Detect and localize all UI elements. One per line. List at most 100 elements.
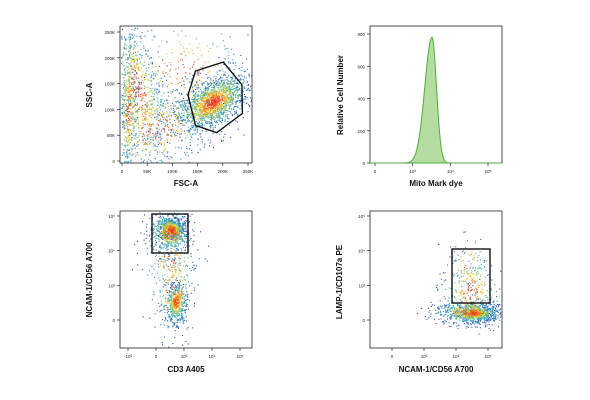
scatter-point: [164, 149, 166, 151]
scatter-point: [184, 223, 186, 225]
scatter-point: [157, 263, 159, 265]
scatter-point: [205, 104, 207, 106]
scatter-point: [209, 95, 211, 97]
scatter-point: [213, 91, 215, 93]
scatter-point: [172, 273, 174, 275]
scatter-point: [131, 90, 133, 92]
scatter-point: [177, 126, 179, 128]
scatter-point: [215, 95, 217, 97]
scatter-point: [218, 102, 220, 104]
scatter-point: [175, 228, 177, 230]
scatter-point: [124, 108, 126, 110]
scatter-point: [128, 120, 130, 122]
scatter-point: [161, 138, 163, 140]
scatter-point: [175, 114, 177, 116]
scatter-point: [176, 298, 178, 300]
scatter-point: [193, 64, 195, 66]
scatter-point: [154, 133, 156, 135]
scatter-point: [145, 123, 147, 125]
scatter-point: [131, 122, 133, 124]
scatter-point: [122, 98, 124, 100]
scatter-point: [132, 96, 134, 98]
scatter-point: [222, 102, 224, 104]
scatter-point: [152, 96, 154, 98]
scatter-point: [165, 219, 167, 221]
scatter-point: [224, 58, 226, 60]
y-axis-label: SSC-A: [85, 82, 94, 107]
scatter-point: [123, 121, 125, 123]
scatter-point: [215, 106, 217, 108]
scatter-point: [237, 83, 239, 85]
scatter-point: [142, 108, 144, 110]
scatter-point: [166, 86, 168, 88]
scatter-point: [133, 66, 135, 68]
scatter-point: [170, 221, 172, 223]
scatter-point: [128, 114, 130, 116]
scatter-point: [148, 158, 150, 160]
scatter-point: [238, 67, 240, 69]
scatter-point: [206, 116, 208, 118]
scatter-point: [122, 87, 124, 89]
scatter-point: [167, 245, 169, 247]
scatter-point: [176, 214, 178, 216]
scatter-point: [149, 130, 151, 132]
scatter-point: [179, 136, 181, 138]
scatter-point: [223, 45, 225, 47]
scatter-point: [236, 88, 238, 90]
scatter-point: [171, 223, 173, 225]
scatter-point: [136, 123, 138, 125]
scatter-point: [222, 99, 224, 101]
scatter-point: [158, 238, 160, 240]
scatter-point: [174, 227, 176, 229]
scatter-point: [147, 91, 149, 93]
scatter-point: [128, 57, 130, 59]
scatter-point: [190, 135, 192, 137]
scatter-point: [234, 114, 236, 116]
scatter-point: [170, 220, 172, 222]
scatter-point: [248, 73, 250, 75]
scatter-point: [153, 268, 155, 270]
scatter-point: [149, 234, 151, 236]
scatter-point: [129, 90, 131, 92]
scatter-point: [165, 318, 167, 320]
scatter-point: [131, 99, 133, 101]
scatter-point: [162, 128, 164, 130]
scatter-point: [219, 92, 221, 94]
scatter-point: [131, 102, 133, 104]
scatter-point: [170, 307, 172, 309]
scatter-point: [122, 152, 124, 154]
scatter-point: [129, 100, 131, 102]
scatter-point: [134, 40, 136, 42]
scatter-point: [131, 112, 133, 114]
scatter-point: [225, 105, 227, 107]
scatter-point: [196, 99, 198, 101]
scatter-point: [214, 99, 216, 101]
scatter-point: [186, 109, 188, 111]
scatter-point: [126, 114, 128, 116]
scatter-point: [129, 105, 131, 107]
scatter-point: [207, 72, 209, 74]
scatter-point: [191, 49, 193, 51]
scatter-point: [200, 122, 202, 124]
scatter-point: [192, 126, 194, 128]
scatter-point: [231, 89, 233, 91]
scatter-point: [222, 113, 224, 115]
scatter-point: [186, 220, 188, 222]
scatter-point: [179, 307, 181, 309]
scatter-point: [182, 105, 184, 107]
scatter-point: [121, 37, 123, 39]
scatter-point: [164, 112, 166, 114]
scatter-point: [231, 48, 233, 50]
y-tick-label: 150K: [104, 82, 115, 87]
scatter-point: [186, 294, 188, 296]
scatter-point: [184, 309, 186, 311]
scatter-point: [160, 144, 162, 146]
scatter-point: [185, 228, 187, 230]
scatter-point: [217, 99, 219, 101]
scatter-point: [216, 119, 218, 121]
scatter-point: [185, 72, 187, 74]
scatter-point: [126, 149, 128, 151]
scatter-point: [133, 122, 135, 124]
scatter-point: [216, 116, 218, 118]
scatter-point: [176, 249, 178, 251]
